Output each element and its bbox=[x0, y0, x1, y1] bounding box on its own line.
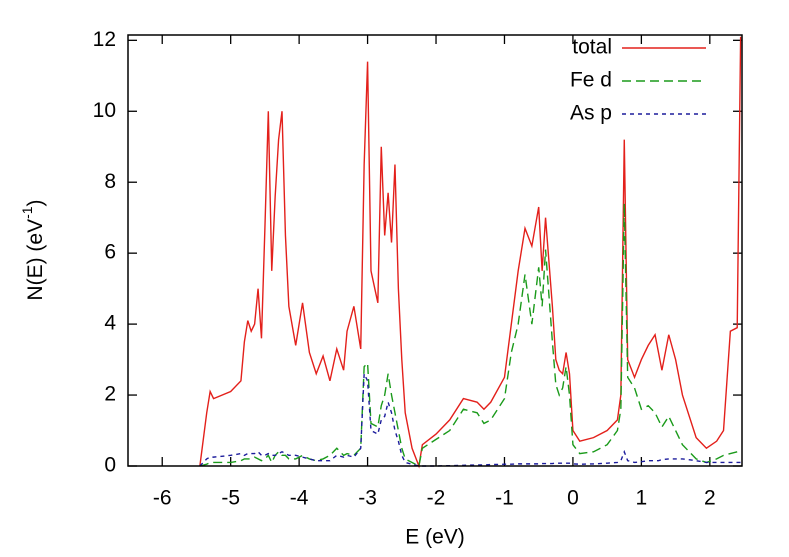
y-tick-label: 0 bbox=[104, 454, 116, 477]
y-label-close: ) bbox=[24, 199, 47, 206]
x-tick-label: -6 bbox=[153, 487, 172, 510]
series-line bbox=[199, 373, 741, 467]
x-tick-label: -5 bbox=[221, 487, 240, 510]
x-tick-label: -3 bbox=[358, 487, 377, 510]
x-axis-label: E (eV) bbox=[405, 526, 465, 549]
y-tick-label: 10 bbox=[93, 99, 116, 122]
y-label-sup: -1 bbox=[19, 206, 35, 219]
y-tick-label: 6 bbox=[104, 241, 116, 264]
series-line bbox=[199, 203, 742, 468]
legend-label: Fe d bbox=[570, 69, 612, 92]
x-tick-label: -2 bbox=[427, 487, 446, 510]
x-tick-label: -4 bbox=[290, 487, 309, 510]
series-line bbox=[199, 36, 742, 469]
y-tick-label: 8 bbox=[104, 170, 116, 193]
y-tick-label: 4 bbox=[104, 312, 116, 335]
x-tick-label: -1 bbox=[495, 487, 514, 510]
y-label-base: N(E) (eV bbox=[24, 219, 47, 301]
y-axis-label: N(E) (eV-1) bbox=[19, 199, 47, 300]
legend-label: As p bbox=[570, 102, 612, 125]
y-tick-label: 12 bbox=[93, 28, 116, 51]
x-tick-label: 1 bbox=[636, 487, 648, 510]
plot-frame bbox=[127, 34, 743, 467]
x-tick-label: 2 bbox=[704, 487, 716, 510]
legend-label: total bbox=[572, 36, 612, 59]
x-tick-label: 0 bbox=[567, 487, 579, 510]
y-tick-label: 2 bbox=[104, 383, 116, 406]
